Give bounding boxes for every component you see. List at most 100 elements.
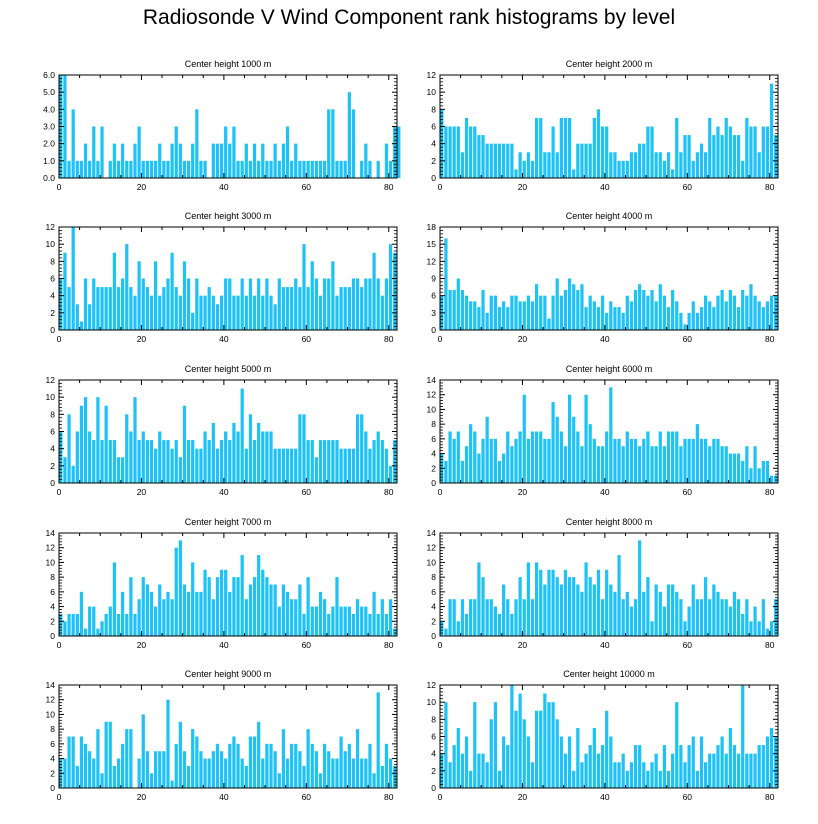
histogram-bar [224,278,228,330]
y-tick-label: 8 [431,572,436,582]
histogram-bar [489,143,493,178]
histogram-bar [708,301,712,330]
histogram-bar [83,278,88,330]
histogram-bar [232,577,236,636]
y-tick-label: 8 [431,104,436,114]
histogram-bar [502,736,506,788]
histogram-bar [79,405,84,483]
histogram-bar [481,438,485,483]
histogram-bar [580,284,584,330]
histogram-bar [584,562,588,636]
histogram-bar [203,295,207,330]
histogram-bar [141,278,145,330]
histogram-bar [543,295,547,330]
histogram-bar [600,745,605,788]
histogram-bar [355,278,360,330]
y-tick-label: 4 [431,139,436,149]
histogram-bar [154,261,158,330]
histogram-bar [716,745,720,788]
histogram-bar [318,160,323,178]
histogram-bar [489,295,493,330]
histogram-bar [675,431,679,483]
histogram-bar [137,758,141,788]
histogram-bar [252,577,257,636]
histogram-bar [96,729,100,788]
histogram-bar [749,284,753,330]
histogram-bar [112,440,117,483]
y-tick-label: 10 [46,709,56,719]
y-tick-label: 12 [427,390,437,400]
histogram-bar [675,702,679,788]
histogram-bar [294,743,298,788]
histogram-bar [506,143,510,178]
histogram-bar [572,770,576,788]
y-tick-label: 18 [427,222,437,232]
y-tick-label: 2 [431,766,436,776]
histogram-bar [215,448,220,483]
histogram-bar [526,295,530,330]
histogram-bar [469,424,473,483]
histogram-panel: Center height 3000 m 0 20 40 60 80 0 2 4 6 8 10 12 [46,211,398,344]
histogram-bar [186,160,191,178]
histogram-bar [108,287,112,330]
histogram-bar [485,143,489,178]
histogram-bar [240,758,244,788]
histogram-bar [174,126,178,178]
histogram-bar [666,307,671,330]
histogram-bar [769,727,774,788]
histogram-bar [112,143,117,178]
x-tick-label: 80 [765,182,775,192]
histogram-bar [335,160,339,178]
histogram-bar [277,278,281,330]
histogram-bar [302,765,306,788]
histogram-bar [162,599,166,636]
histogram-bar [335,440,339,483]
histogram-bar [323,278,327,330]
histogram-bar [224,758,228,788]
y-tick-label: 9 [431,274,436,284]
y-tick-label: 6 [50,587,55,597]
histogram-bar [125,613,129,636]
histogram-bar [497,460,502,483]
histogram-bar [347,448,351,483]
histogram-bar [629,301,634,330]
histogram-bar [310,261,314,330]
histogram-bar [596,109,601,178]
histogram-bar [745,446,749,483]
histogram-bar [510,685,514,788]
histogram-bar [444,628,448,636]
histogram-bar [199,160,203,178]
histogram-bar [481,289,485,330]
histogram-bar [464,613,469,636]
panel-title: Center height 2000 m [566,59,653,69]
histogram-bar [92,440,96,483]
histogram-bar [252,736,257,788]
histogram-bar [236,743,240,788]
histogram-bar [145,751,149,788]
y-tick-label: 10 [46,392,56,402]
histogram-bar [277,160,281,178]
y-tick-label: 4 [50,444,55,454]
histogram-bar [526,562,530,636]
y-tick-label: 2 [431,463,436,473]
histogram-bar [592,584,596,636]
histogram-bar [535,710,539,788]
histogram-bar [522,719,526,788]
histogram-bar [452,126,456,178]
y-tick-label: 1.0 [43,156,55,166]
y-tick-label: 10 [46,557,56,567]
y-tick-label: 12 [46,695,56,705]
x-tick-label: 80 [765,334,775,344]
histogram-bar [625,160,629,178]
histogram-bar [277,606,281,636]
histogram-panel: Center height 10000 m 0 20 40 60 80 0 2 4 6 8 10 12 [427,669,779,802]
plot-frame [439,379,779,484]
histogram-bar [695,312,699,330]
histogram-bar [497,143,502,178]
x-tick-label: 80 [384,182,394,192]
histogram-bar [473,301,477,330]
histogram-bar [605,312,609,330]
histogram-bar [59,613,63,636]
histogram-bar [699,599,704,636]
histogram-bar [310,440,314,483]
